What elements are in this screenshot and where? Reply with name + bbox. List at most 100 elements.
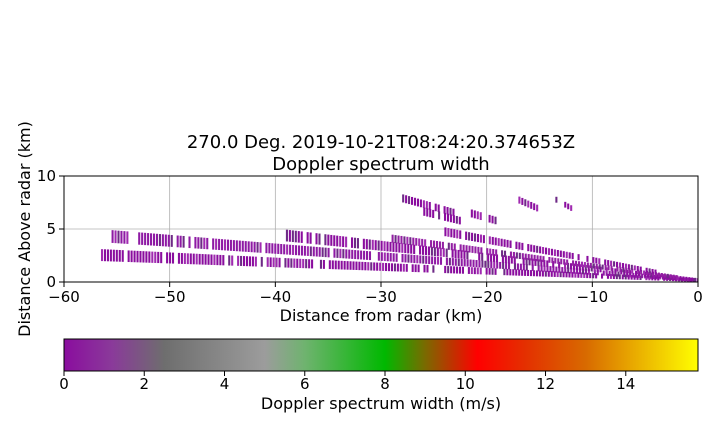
radar-gate xyxy=(564,262,567,269)
radar-gate xyxy=(160,252,163,264)
radar-gate xyxy=(559,250,562,258)
radar-gate xyxy=(219,254,222,266)
radar-gate xyxy=(446,213,450,222)
radar-gate xyxy=(530,244,533,252)
radar-gate xyxy=(521,197,524,205)
radar-gate xyxy=(200,237,203,249)
radar-gate xyxy=(637,269,640,275)
radar-gate xyxy=(470,267,473,275)
radar-gate xyxy=(530,254,533,261)
radar-gate xyxy=(386,252,389,262)
radar-gate xyxy=(518,196,521,204)
radar-gate xyxy=(419,255,422,264)
radar-gate xyxy=(354,250,357,260)
colorbar-tick-label: 6 xyxy=(300,375,310,393)
radar-gate xyxy=(675,275,678,280)
radar-gate xyxy=(456,266,459,274)
radar-gate xyxy=(371,239,374,250)
radar-gate xyxy=(416,198,419,207)
radar-gate xyxy=(425,201,428,209)
radar-gate xyxy=(513,256,516,264)
radar-gate xyxy=(353,237,357,249)
radar-gate xyxy=(368,251,372,261)
radar-gate xyxy=(422,200,425,209)
radar-gate xyxy=(352,261,355,270)
radar-gate xyxy=(147,233,150,246)
radar-gate xyxy=(685,276,688,281)
radar-gate xyxy=(648,271,652,276)
radar-gate xyxy=(382,262,385,271)
radar-gate xyxy=(482,235,485,244)
radar-gate xyxy=(315,233,318,245)
radar-gate xyxy=(503,250,507,258)
radar-gate xyxy=(524,199,527,207)
radar-gate xyxy=(280,244,283,255)
radar-gate xyxy=(565,251,568,259)
radar-gate xyxy=(253,241,256,253)
radar-gate xyxy=(543,265,546,272)
radar-gate xyxy=(377,240,380,251)
radar-gate xyxy=(133,250,136,263)
radar-gate xyxy=(414,264,417,273)
radar-gate xyxy=(386,241,389,252)
radar-gate xyxy=(537,259,540,267)
radar-gate xyxy=(513,263,516,270)
radar-gate xyxy=(535,270,538,277)
radar-gate xyxy=(631,268,634,274)
radar-gate xyxy=(518,242,521,250)
radar-gate xyxy=(459,244,462,252)
radar-gate xyxy=(592,257,595,263)
radar-gate xyxy=(497,238,500,246)
radar-gate xyxy=(556,271,559,278)
radar-gate xyxy=(356,238,359,249)
radar-gate xyxy=(318,233,321,245)
radar-gate xyxy=(127,250,130,263)
radar-gate xyxy=(652,274,656,280)
radar-gate xyxy=(600,273,604,279)
chart-title-line-1: 270.0 Deg. 2019-10-21T08:24:20.374653Z xyxy=(187,132,575,153)
radar-gate xyxy=(183,253,186,264)
radar-gate xyxy=(443,212,447,221)
radar-gate xyxy=(148,251,151,263)
radar-gate xyxy=(454,249,457,259)
x-axis-ticks: −60 −50 −40 −30 −20 −10 0 xyxy=(48,282,703,306)
radar-gate xyxy=(370,262,373,271)
radar-gate xyxy=(411,264,414,272)
radar-gate xyxy=(309,246,312,257)
radar-gate xyxy=(587,269,590,275)
radar-gate xyxy=(345,249,348,259)
radar-gate xyxy=(558,266,561,273)
radar-gate xyxy=(342,249,345,259)
radar-gate xyxy=(455,215,458,224)
radar-gate xyxy=(216,254,219,266)
radar-gate xyxy=(472,259,475,267)
radar-gate xyxy=(297,231,300,243)
radar-gate xyxy=(198,253,201,265)
radar-gate xyxy=(410,244,413,254)
radar-gate xyxy=(100,249,104,262)
radar-gate xyxy=(451,249,454,258)
radar-gate xyxy=(109,249,112,262)
radar-gate xyxy=(542,247,545,254)
radar-gate xyxy=(555,266,558,273)
radar-gate xyxy=(383,252,386,262)
radar-gate xyxy=(126,231,129,244)
radar-gate xyxy=(491,236,494,245)
radar-gate xyxy=(502,262,505,269)
radar-gate xyxy=(610,260,613,267)
colorbar-tick-label: 14 xyxy=(616,375,635,393)
radar-gate xyxy=(669,274,672,279)
radar-gate xyxy=(334,260,337,270)
radar-gate xyxy=(589,272,592,279)
radar-gate xyxy=(694,277,697,282)
radar-gate xyxy=(564,201,567,208)
radar-gate xyxy=(561,267,564,273)
radar-gate xyxy=(577,254,580,261)
radar-gate xyxy=(392,242,395,252)
radar-gate xyxy=(628,268,631,274)
radar-gate xyxy=(492,248,495,256)
radar-gate xyxy=(350,237,354,248)
radar-gate xyxy=(590,265,593,272)
radar-gate xyxy=(616,266,619,272)
radar-gate xyxy=(566,262,570,270)
